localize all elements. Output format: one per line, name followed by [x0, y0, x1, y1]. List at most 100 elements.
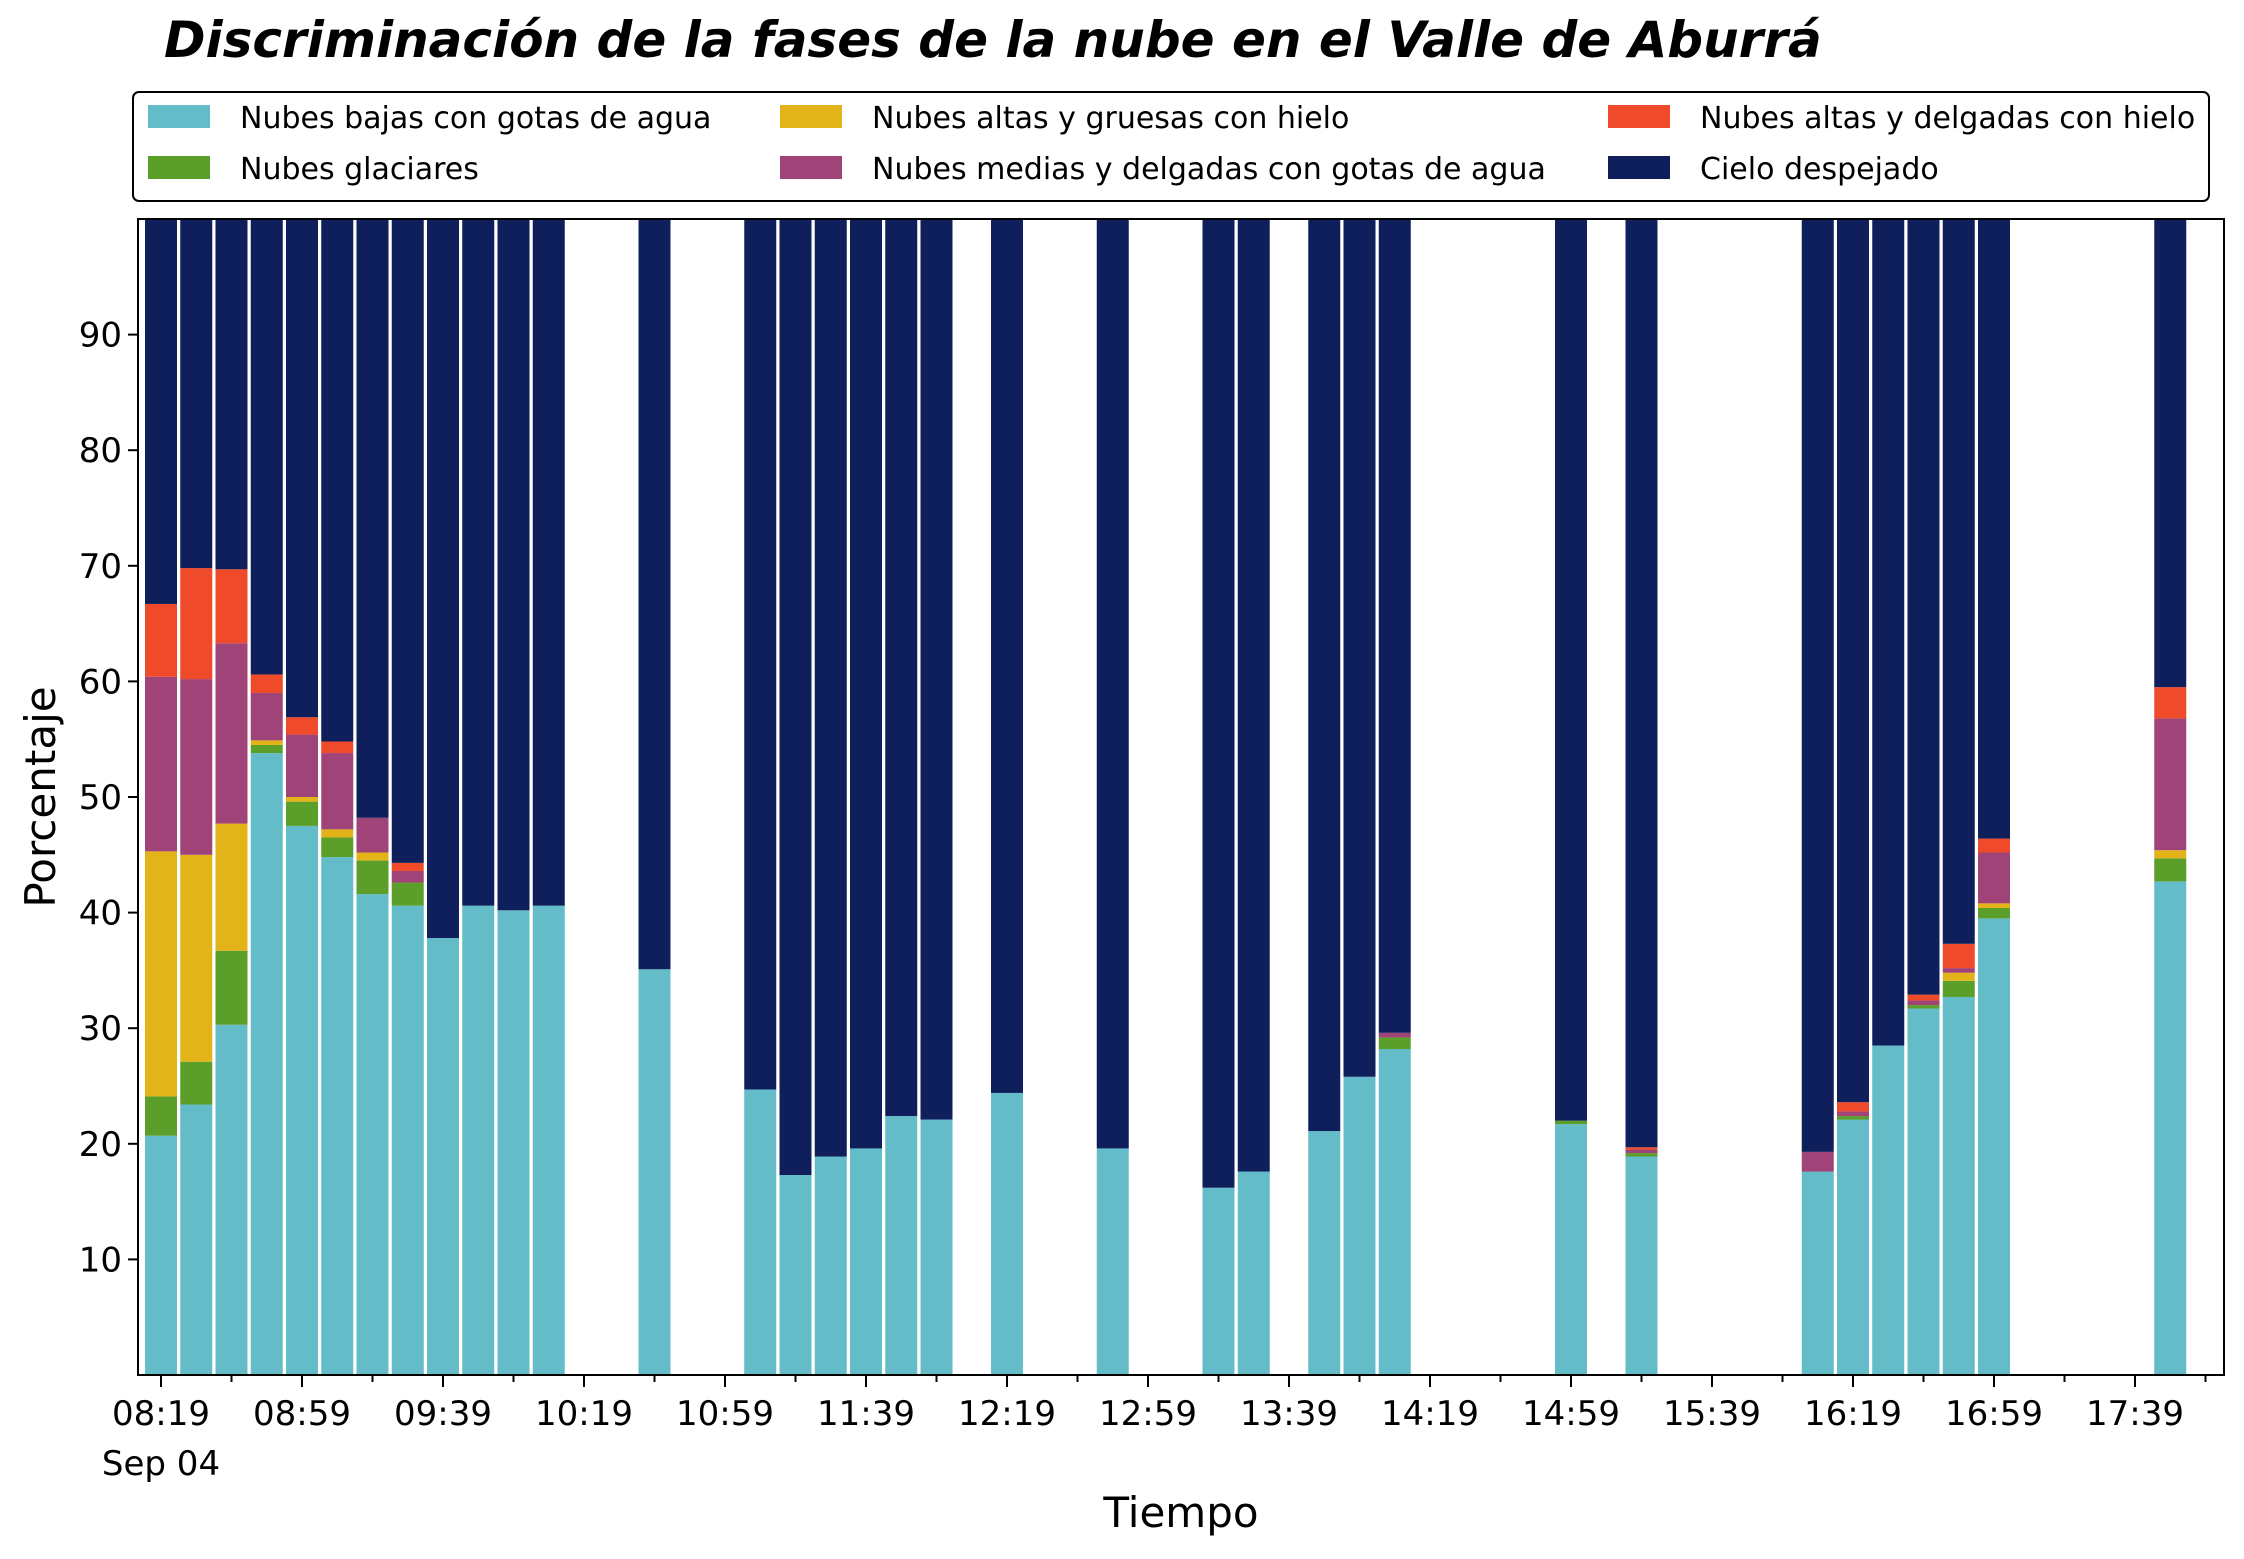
bar-segment: [1907, 1005, 1940, 1009]
x-tick-label: 13:39: [1240, 1394, 1338, 1434]
y-tick-label: 20: [79, 1125, 122, 1165]
bar-segment: [1555, 1120, 1587, 1125]
bar-segment: [391, 870, 424, 883]
bar-segment: [1907, 1008, 1940, 1375]
bar-segment: [1942, 980, 1975, 997]
bar-segment: [638, 219, 671, 970]
bar-segment: [638, 969, 671, 1375]
bar-segment: [1343, 219, 1376, 1077]
bar-segment: [250, 753, 283, 1375]
bar-segment: [180, 854, 213, 1062]
bar-segment: [1837, 1111, 1869, 1117]
legend-label: Cielo despejado: [1700, 152, 1939, 187]
bar-segment: [286, 734, 318, 797]
bar-segment: [250, 744, 283, 754]
bar-segment: [356, 817, 389, 853]
bar-segment: [356, 219, 389, 818]
bar-segment: [356, 860, 389, 895]
bar-segment: [991, 1092, 1023, 1375]
x-tick-label: 12:19: [958, 1394, 1056, 1434]
bar-segment: [180, 1104, 213, 1375]
bar-segment: [286, 825, 318, 1375]
x-tick-label: 15:39: [1663, 1394, 1761, 1434]
bar-segment: [427, 219, 459, 939]
bar-segment: [744, 1089, 777, 1375]
legend-swatch: [1608, 156, 1670, 179]
bar-segment: [250, 740, 283, 745]
bar-segment: [215, 569, 248, 644]
y-tick-label: 30: [79, 1009, 122, 1049]
bar-segment: [1942, 968, 1975, 973]
bar-segment: [1907, 1000, 1940, 1006]
legend-label: Nubes medias y delgadas con gotas de agu…: [872, 152, 1546, 187]
bar-segment: [779, 219, 812, 1176]
bar-segment: [885, 1116, 918, 1375]
bar-segment: [462, 219, 495, 906]
bar-segment: [2154, 858, 2187, 882]
x-tick-label: 16:19: [1804, 1394, 1902, 1434]
bar-segment: [1237, 219, 1270, 1172]
bar-segment: [1801, 219, 1834, 1152]
bar-segment: [286, 219, 318, 718]
bar-segment: [145, 1135, 177, 1375]
y-tick-label: 80: [79, 431, 122, 471]
bar-segment: [1942, 972, 1975, 981]
bar-segment: [180, 1061, 213, 1105]
bar-segment: [1625, 1147, 1658, 1150]
bar-segment: [744, 219, 777, 1090]
x-tick-label: 16:59: [1945, 1394, 2043, 1434]
bar-segment: [391, 862, 424, 871]
bar-segment: [1555, 1124, 1587, 1375]
bar-segment: [391, 882, 424, 906]
bar-segment: [885, 219, 918, 1117]
bar-segment: [1096, 1148, 1129, 1375]
legend-label: Nubes altas y delgadas con hielo: [1700, 101, 2195, 136]
bar-segment: [1625, 219, 1658, 1148]
bar-segment: [814, 1156, 847, 1375]
bar-segment: [215, 950, 248, 1025]
bar-segment: [145, 851, 177, 1097]
bar-segment: [1837, 219, 1869, 1103]
bar-segment: [1555, 219, 1587, 1121]
bar-segment: [1202, 219, 1235, 1188]
bar-segment: [215, 219, 248, 570]
bar-segment: [1978, 907, 2010, 919]
legend-swatch: [780, 156, 842, 179]
bar-segment: [145, 1096, 177, 1136]
legend-label: Nubes bajas con gotas de agua: [240, 101, 711, 136]
legend-box: [132, 91, 2210, 202]
bar-segment: [1625, 1156, 1658, 1375]
x-tick-label: 14:59: [1522, 1394, 1620, 1434]
bar-segment: [145, 603, 177, 677]
bar-segment: [321, 219, 354, 742]
bar-segment: [1343, 1076, 1376, 1375]
y-tick-label: 90: [79, 316, 122, 356]
bar-segment: [497, 219, 530, 911]
bar-segment: [250, 692, 283, 741]
bar-segment: [814, 219, 847, 1157]
bar-segment: [356, 894, 389, 1375]
x-axis-label: Tiempo: [1102, 1488, 1258, 1537]
y-axis-label: Porcentaje: [16, 686, 65, 907]
bar-segment: [1978, 219, 2010, 839]
bar-segment: [1907, 994, 1940, 1001]
legend-swatch: [1608, 105, 1670, 128]
bar-segment: [321, 837, 354, 858]
bar-segment: [1978, 918, 2010, 1375]
y-tick-label: 10: [79, 1240, 122, 1280]
bar-segment: [1625, 1153, 1658, 1157]
bar-segment: [321, 829, 354, 838]
bar-segment: [462, 905, 495, 1375]
y-tick-label: 60: [79, 662, 122, 702]
bar-segment: [215, 643, 248, 824]
bar-segment: [286, 801, 318, 826]
bar-segment: [286, 717, 318, 735]
bar-segment: [1801, 1151, 1834, 1172]
bar-segment: [180, 679, 213, 855]
bar-segment: [145, 219, 177, 604]
chart-title: Discriminación de la fases de la nube en…: [164, 11, 1822, 69]
x-tick-label: 14:19: [1381, 1394, 1479, 1434]
bar-segment: [850, 219, 882, 1149]
x-tick-label: 09:39: [394, 1394, 492, 1434]
